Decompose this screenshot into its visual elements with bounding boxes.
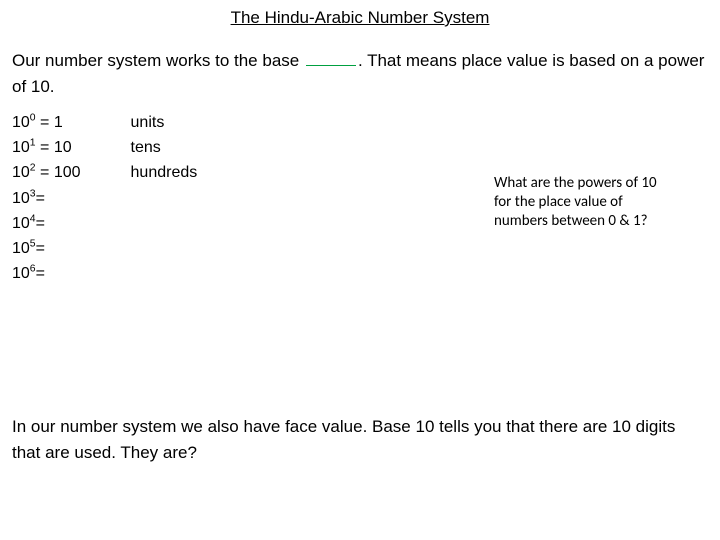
power-row: 101 = 10 [12,136,81,159]
place-label: hundreds [131,161,198,184]
power-exp: 4 [30,213,36,224]
power-result: 10 [54,139,72,156]
power-exp: 2 [30,163,36,174]
power-exp: 3 [30,188,36,199]
power-row: 106= [12,262,81,285]
power-base: 10 [12,164,30,181]
power-result: 100 [54,164,81,181]
power-base: 10 [12,139,30,156]
closing-paragraph: In our number system we also have face v… [12,414,708,465]
powers-column: 100 = 1 101 = 10 102 = 100 103= 104= 105… [12,111,81,287]
power-base: 10 [12,215,30,232]
power-result: 1 [54,114,63,131]
power-exp: 6 [30,264,36,275]
power-row: 104= [12,212,81,235]
power-base: 10 [12,114,30,131]
place-label: units [131,111,198,134]
power-row: 100 = 1 [12,111,81,134]
power-exp: 5 [30,239,36,250]
power-base: 10 [12,265,30,282]
place-label: tens [131,136,198,159]
power-row: 102 = 100 [12,161,81,184]
power-exp: 0 [30,113,36,124]
power-exp: 1 [30,138,36,149]
fill-blank[interactable] [306,50,356,66]
power-row: 103= [12,187,81,210]
intro-text-1: Our number system works to the base [12,51,304,70]
power-base: 10 [12,240,30,257]
power-base: 10 [12,190,30,207]
labels-column: units tens hundreds [131,111,198,187]
intro-paragraph: Our number system works to the base . Th… [0,28,720,99]
side-question: What are the powers of 10 for the place … [494,174,664,230]
page-title: The Hindu-Arabic Number System [0,0,720,28]
power-row: 105= [12,237,81,260]
